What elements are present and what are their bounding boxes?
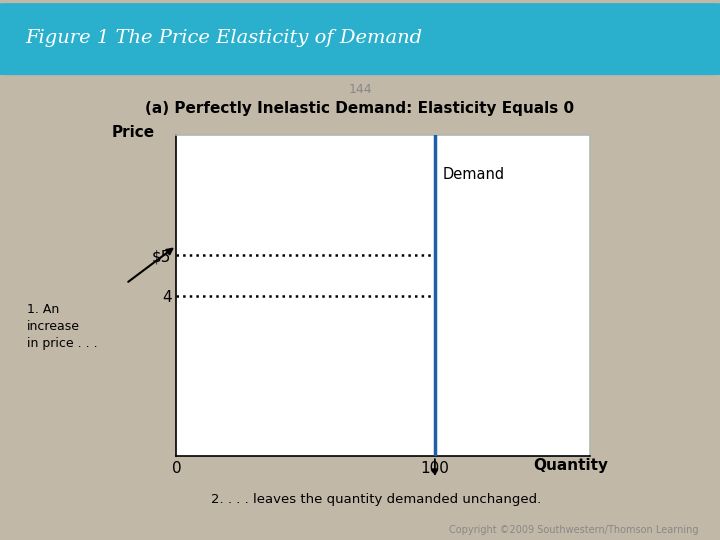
Text: 1. An
increase
in price . . .: 1. An increase in price . . . xyxy=(27,303,97,350)
Text: Quantity: Quantity xyxy=(534,458,608,473)
Text: Price: Price xyxy=(112,125,155,140)
Text: Demand: Demand xyxy=(443,167,505,182)
Text: Figure 1 The Price Elasticity of Demand: Figure 1 The Price Elasticity of Demand xyxy=(25,29,423,46)
FancyBboxPatch shape xyxy=(0,3,720,75)
Text: 144: 144 xyxy=(348,83,372,96)
Text: 2. . . . leaves the quantity demanded unchanged.: 2. . . . leaves the quantity demanded un… xyxy=(211,492,541,506)
Text: (a) Perfectly Inelastic Demand: Elasticity Equals 0: (a) Perfectly Inelastic Demand: Elastici… xyxy=(145,100,575,116)
Text: Copyright ©2009 Southwestern/Thomson Learning: Copyright ©2009 Southwestern/Thomson Lea… xyxy=(449,524,698,535)
